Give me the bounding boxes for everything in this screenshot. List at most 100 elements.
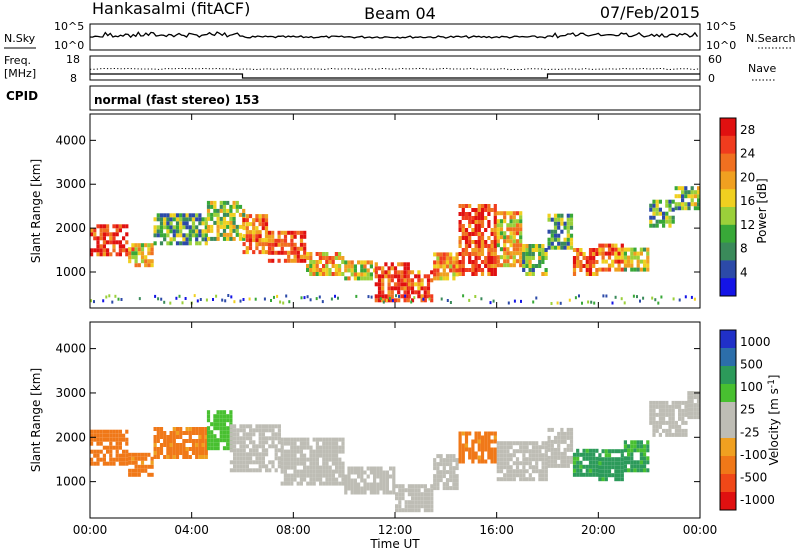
power-cell [299,258,304,263]
velocity-y-tick-label: 3000 [55,386,86,400]
power-cell [569,225,574,230]
velocity-cell [658,432,662,437]
velocity-cell [210,438,214,443]
velocity-cell [312,461,316,466]
power-cell [118,224,122,229]
velocity-cell [109,449,113,454]
velocity-cell [373,478,377,483]
velocity-cell [477,431,481,436]
velocity-cell [550,439,554,444]
velocity-cell [319,453,323,458]
velocity-cell [216,422,220,427]
velocity-cell [204,435,208,439]
power-cell [334,272,338,276]
velocity-cell [499,453,504,458]
velocity-cell [258,424,262,429]
velocity-cell [213,434,217,439]
power-cell [261,226,265,231]
velocity-cell [458,439,462,444]
velocity-cell [512,453,516,458]
velocity-cell [277,460,281,465]
velocity-cell [471,451,475,456]
velocity-cell [233,464,237,469]
power-cell [572,264,577,268]
velocity-cell [249,452,253,457]
power-cell [377,278,382,283]
power-cell [480,297,483,301]
power-cell [283,238,288,243]
velocity-cell [245,464,249,469]
velocity-cell [468,455,472,460]
velocity-cell [331,453,335,458]
power-cell [397,278,401,283]
velocity-cell [423,488,427,493]
power-cell [140,259,145,264]
velocity-cell [509,445,513,450]
velocity-cell [674,400,678,405]
velocity-cell [350,478,354,483]
velocity-cell [315,457,319,462]
velocity-cell [461,443,465,448]
power-cell [458,260,462,264]
time-tick-label: 00:00 [683,523,718,537]
power-cell [118,244,122,249]
power-cell [468,256,472,260]
power-cell [574,296,577,300]
power-cell [147,247,151,252]
power-cell [535,296,538,300]
velocity-cell [417,504,421,509]
power-cell [665,215,669,220]
velocity-cell [627,452,631,457]
power-cell [245,218,249,223]
velocity-cell [607,453,612,458]
power-cell [198,217,202,222]
power-cell [293,242,297,247]
power-cell [293,234,297,239]
power-cell [519,251,523,256]
power-cell [315,297,318,301]
velocity-cell [303,469,307,474]
power-cell [665,199,669,204]
power-cell [602,294,605,298]
power-cell [496,235,500,240]
power-cell [309,298,312,302]
velocity-cell [643,444,647,449]
velocity-cell [433,462,437,467]
power-cell [93,300,95,304]
power-cell [652,215,656,220]
velocity-cell [134,452,138,457]
velocity-cell [369,470,373,475]
velocity-cell [684,408,688,413]
velocity-cell [525,457,529,462]
velocity-cell [585,448,589,453]
velocity-cell [515,473,520,478]
velocity-cell [96,437,100,442]
velocity-cell [690,411,694,416]
power-cell [210,200,214,205]
power-cell [277,238,281,243]
velocity-cell [216,418,220,423]
power-cell [417,290,421,295]
velocity-cell [280,445,284,450]
velocity-cell [678,404,682,409]
power-cell [620,297,623,301]
power-cell [204,217,208,222]
velocity-cell [538,477,542,482]
velocity-cell [166,447,170,451]
power-cell [131,247,135,252]
power-cell [630,251,634,256]
velocity-cell [433,482,437,487]
power-cell [449,252,453,257]
velocity-cell [229,436,233,441]
power-cell [534,244,539,248]
power-cell [344,268,348,273]
velocity-cell [420,484,424,489]
power-cell [134,255,138,260]
velocity-cell [445,462,450,467]
velocity-cell [191,451,196,455]
power-cell [248,238,253,243]
power-cell [611,263,615,268]
power-cell [384,262,388,267]
power-cell [255,226,259,231]
velocity-cell [531,469,536,474]
